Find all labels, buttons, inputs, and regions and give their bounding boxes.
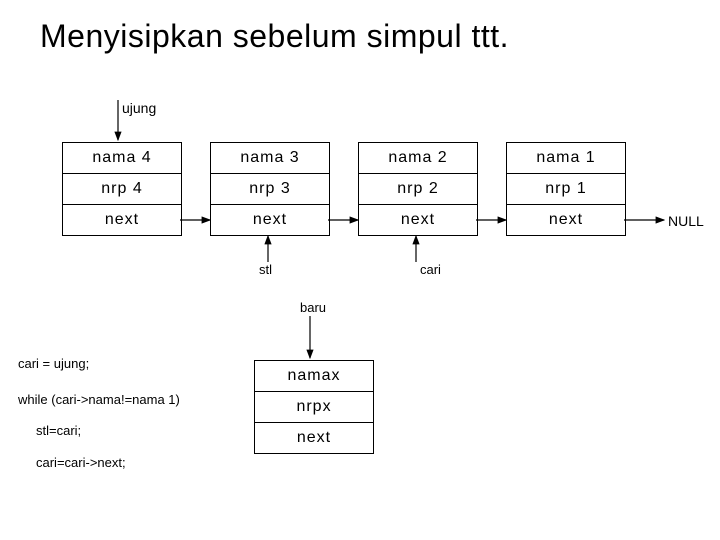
node-baru-nrp: nrpx [255, 392, 373, 423]
label-stl: stl [259, 262, 272, 277]
node-1-next: next [211, 205, 329, 235]
code-line-1: cari = ujung; [18, 356, 89, 371]
node-1-nama: nama 3 [211, 143, 329, 174]
code-line-3: stl=cari; [36, 423, 81, 438]
node-0-nama: nama 4 [63, 143, 181, 174]
node-3-next: next [507, 205, 625, 235]
label-cari: cari [420, 262, 441, 277]
label-ujung: ujung [122, 100, 156, 116]
node-baru-nama: namax [255, 361, 373, 392]
node-baru-next: next [255, 423, 373, 453]
label-null: NULL [668, 213, 704, 229]
node-3-nrp: nrp 1 [507, 174, 625, 205]
node-2-nrp: nrp 2 [359, 174, 477, 205]
node-3: nama 1 nrp 1 next [506, 142, 626, 236]
node-baru: namax nrpx next [254, 360, 374, 454]
node-0-nrp: nrp 4 [63, 174, 181, 205]
node-2-nama: nama 2 [359, 143, 477, 174]
node-0-next: next [63, 205, 181, 235]
label-baru: baru [300, 300, 326, 315]
node-2-next: next [359, 205, 477, 235]
code-line-2: while (cari->nama!=nama 1) [18, 392, 180, 407]
node-2: nama 2 nrp 2 next [358, 142, 478, 236]
node-3-nama: nama 1 [507, 143, 625, 174]
code-line-4: cari=cari->next; [36, 455, 126, 470]
node-0: nama 4 nrp 4 next [62, 142, 182, 236]
node-1: nama 3 nrp 3 next [210, 142, 330, 236]
page-title: Menyisipkan sebelum simpul ttt. [40, 18, 509, 55]
node-1-nrp: nrp 3 [211, 174, 329, 205]
